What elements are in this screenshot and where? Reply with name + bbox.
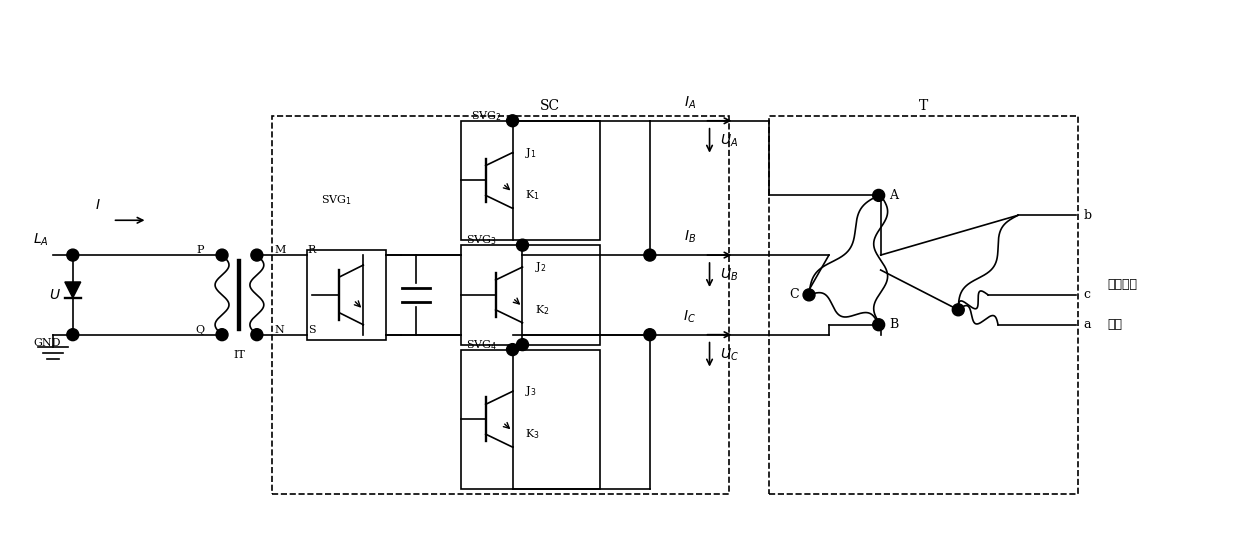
Text: $U_A$: $U_A$ [720, 132, 738, 149]
Circle shape [517, 239, 529, 251]
Circle shape [250, 249, 263, 261]
Text: 相电: 相电 [1108, 318, 1123, 331]
Text: GND: GND [33, 338, 61, 348]
Bar [461, 349, 600, 489]
Text: K$_3$: K$_3$ [525, 427, 540, 441]
Bar [271, 116, 730, 494]
Circle shape [216, 329, 228, 341]
Circle shape [67, 249, 79, 261]
Text: B: B [888, 318, 898, 331]
Text: $I_C$: $I_C$ [683, 308, 696, 325]
Text: R: R [307, 245, 316, 255]
Text: T: T [919, 99, 928, 113]
Text: IT: IT [233, 349, 245, 360]
Circle shape [507, 344, 518, 355]
Circle shape [67, 329, 79, 341]
Text: P: P [197, 245, 204, 255]
Circle shape [517, 338, 529, 350]
Text: SVG$_3$: SVG$_3$ [466, 233, 497, 247]
Text: SVG$_1$: SVG$_1$ [321, 193, 352, 207]
Text: J$_1$: J$_1$ [525, 146, 538, 160]
Bar [306, 250, 387, 340]
Text: J$_3$: J$_3$ [525, 384, 538, 398]
Circle shape [250, 329, 263, 341]
Text: SC: SC [540, 99, 560, 113]
Text: SVG$_2$: SVG$_2$ [471, 109, 502, 123]
Circle shape [872, 319, 885, 331]
Text: $L_A$: $L_A$ [33, 232, 48, 249]
Text: $I$: $I$ [95, 198, 100, 213]
Text: $U_C$: $U_C$ [720, 347, 738, 363]
Text: A: A [890, 189, 898, 202]
Circle shape [872, 190, 885, 201]
Circle shape [644, 249, 655, 261]
Text: a: a [1084, 318, 1092, 331]
Text: $U$: $U$ [50, 288, 61, 302]
Text: c: c [1084, 288, 1090, 301]
Bar [769, 116, 1078, 494]
Text: K$_2$: K$_2$ [535, 303, 550, 317]
Text: 用户侧三: 用户侧三 [1108, 278, 1137, 292]
Text: $U_B$: $U_B$ [720, 267, 738, 283]
Text: K$_1$: K$_1$ [525, 189, 540, 202]
Text: $I_A$: $I_A$ [684, 95, 695, 111]
Bar [461, 121, 600, 240]
Circle shape [644, 329, 655, 341]
Polygon shape [64, 282, 81, 298]
Text: N: N [275, 325, 285, 335]
Text: SVG$_4$: SVG$_4$ [466, 338, 497, 352]
Text: Q: Q [195, 325, 204, 335]
Bar [461, 245, 600, 344]
Circle shape [803, 289, 815, 301]
Circle shape [216, 249, 228, 261]
Text: C: C [789, 288, 799, 301]
Text: b: b [1084, 209, 1092, 222]
Text: S: S [307, 325, 316, 335]
Text: J$_2$: J$_2$ [535, 260, 546, 274]
Text: $I_B$: $I_B$ [684, 229, 696, 245]
Circle shape [953, 304, 964, 316]
Text: M: M [275, 245, 286, 255]
Circle shape [507, 115, 518, 127]
